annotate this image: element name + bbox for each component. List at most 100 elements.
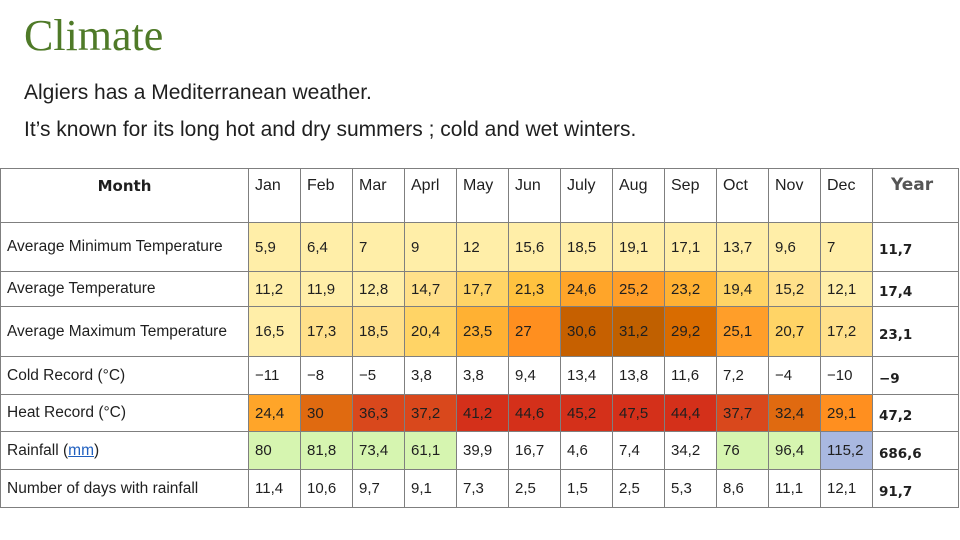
climate-table: Month Jan Feb Mar Aprl May Jun July Aug Sep Oct Nov… (0, 168, 959, 508)
table-cell: 21,3 (508, 271, 561, 307)
table-cell: 17,3 (300, 306, 353, 357)
table-cell: 47,5 (612, 394, 665, 432)
table-cell: 18,5 (560, 222, 613, 272)
table-cell: 16,7 (508, 431, 561, 470)
table-cell: 10,6 (300, 469, 353, 508)
climate-table-body: Month Jan Feb Mar Aprl May Jun July Aug Sep Oct Nov… (0, 168, 959, 508)
table-cell: 11,1 (768, 469, 821, 508)
table-row: Cold Record (°C) −11 −8 −5 3,8 3,8 9,4 13,4 13,8… (0, 356, 959, 395)
table-cell: 36,3 (352, 394, 405, 432)
table-cell: 5,3 (664, 469, 717, 508)
intro-line-2: It’s known for its long hot and dry summ… (24, 118, 637, 141)
table-cell: −8 (300, 356, 353, 395)
table-cell: −4 (768, 356, 821, 395)
year-cell: 17,4 (872, 271, 959, 307)
table-cell: 115,2 (820, 431, 873, 470)
month-header-11: Dec (820, 168, 873, 223)
table-cell: 76 (716, 431, 769, 470)
table-cell: 32,4 (768, 394, 821, 432)
table-cell: 19,4 (716, 271, 769, 307)
year-cell: 686,6 (872, 431, 959, 470)
table-row: Average Maximum Temperature 16,5 17,3 18,5 2… (0, 306, 959, 357)
table-cell: 11,4 (248, 469, 301, 508)
table-cell: 34,2 (664, 431, 717, 470)
table-cell: 14,7 (404, 271, 457, 307)
table-cell: 19,1 (612, 222, 665, 272)
table-cell: 7,2 (716, 356, 769, 395)
table-cell: 29,2 (664, 306, 717, 357)
table-cell: 9 (404, 222, 457, 272)
table-cell: 13,8 (612, 356, 665, 395)
intro-line-1: Algiers has a Mediterranean weather. (24, 81, 372, 104)
table-cell: 3,8 (404, 356, 457, 395)
month-header-1: Feb (300, 168, 353, 223)
table-cell: 5,9 (248, 222, 301, 272)
row-label: Heat Record (°C) (0, 394, 249, 432)
table-cell: 27 (508, 306, 561, 357)
table-row: Number of days with rainfall 11,4 10,6 9,7 9… (0, 469, 959, 508)
table-cell: 24,4 (248, 394, 301, 432)
month-header-3: Aprl (404, 168, 457, 223)
month-header-9: Oct (716, 168, 769, 223)
table-row: Average Minimum Temperature 5,9 6,4 7 9 12 15,… (0, 222, 959, 272)
table-cell: −5 (352, 356, 405, 395)
header-row: Month Jan Feb Mar Aprl May Jun July Aug Sep Oct Nov… (0, 168, 959, 223)
month-header-10: Nov (768, 168, 821, 223)
mm-link[interactable]: mm (68, 441, 94, 459)
month-header-4: May (456, 168, 509, 223)
row-label: Average Temperature (0, 271, 249, 307)
table-cell: 45,2 (560, 394, 613, 432)
table-cell: 3,8 (456, 356, 509, 395)
table-row: Rainfall (mm) 80 81,8 73,4 61,1 39,9 16,7 4,6 7,… (0, 431, 959, 470)
table-cell: −10 (820, 356, 873, 395)
table-cell: 23,5 (456, 306, 509, 357)
table-cell: 17,7 (456, 271, 509, 307)
table-cell: 15,2 (768, 271, 821, 307)
table-cell: 7,4 (612, 431, 665, 470)
table-cell: 9,4 (508, 356, 561, 395)
table-cell: 44,6 (508, 394, 561, 432)
table-cell: 13,4 (560, 356, 613, 395)
table-cell: 73,4 (352, 431, 405, 470)
table-cell: 41,2 (456, 394, 509, 432)
month-header-7: Aug (612, 168, 665, 223)
table-cell: 25,1 (716, 306, 769, 357)
year-cell: 47,2 (872, 394, 959, 432)
table-cell: 12,1 (820, 271, 873, 307)
table-cell: 9,7 (352, 469, 405, 508)
table-cell: 20,7 (768, 306, 821, 357)
month-header-5: Jun (508, 168, 561, 223)
table-cell: 17,2 (820, 306, 873, 357)
table-row: Average Temperature 11,2 11,9 12,8 14,7 17,7 2… (0, 271, 959, 307)
table-cell: 9,6 (768, 222, 821, 272)
table-cell: 96,4 (768, 431, 821, 470)
table-cell: 7 (352, 222, 405, 272)
row-label: Rainfall (mm) (0, 431, 249, 470)
table-cell: 8,6 (716, 469, 769, 508)
table-cell: 30 (300, 394, 353, 432)
row-label: Average Maximum Temperature (0, 306, 249, 357)
table-cell: 6,4 (300, 222, 353, 272)
row-label: Average Minimum Temperature (0, 222, 249, 272)
row-label: Cold Record (°C) (0, 356, 249, 395)
table-cell: 17,1 (664, 222, 717, 272)
table-cell: 12,1 (820, 469, 873, 508)
table-cell: −11 (248, 356, 301, 395)
table-cell: 37,2 (404, 394, 457, 432)
table-cell: 7 (820, 222, 873, 272)
table-row: Heat Record (°C) 24,4 30 36,3 37,2 41,2 44,6 45… (0, 394, 959, 432)
table-cell: 20,4 (404, 306, 457, 357)
table-cell: 4,6 (560, 431, 613, 470)
table-cell: 2,5 (508, 469, 561, 508)
month-header-0: Jan (248, 168, 301, 223)
table-cell: 81,8 (300, 431, 353, 470)
table-cell: 11,9 (300, 271, 353, 307)
table-cell: 1,5 (560, 469, 613, 508)
month-header-8: Sep (664, 168, 717, 223)
table-cell: 16,5 (248, 306, 301, 357)
table-cell: 7,3 (456, 469, 509, 508)
table-cell: 18,5 (352, 306, 405, 357)
month-header-6: July (560, 168, 613, 223)
row-label: Number of days with rainfall (0, 469, 249, 508)
table-cell: 9,1 (404, 469, 457, 508)
